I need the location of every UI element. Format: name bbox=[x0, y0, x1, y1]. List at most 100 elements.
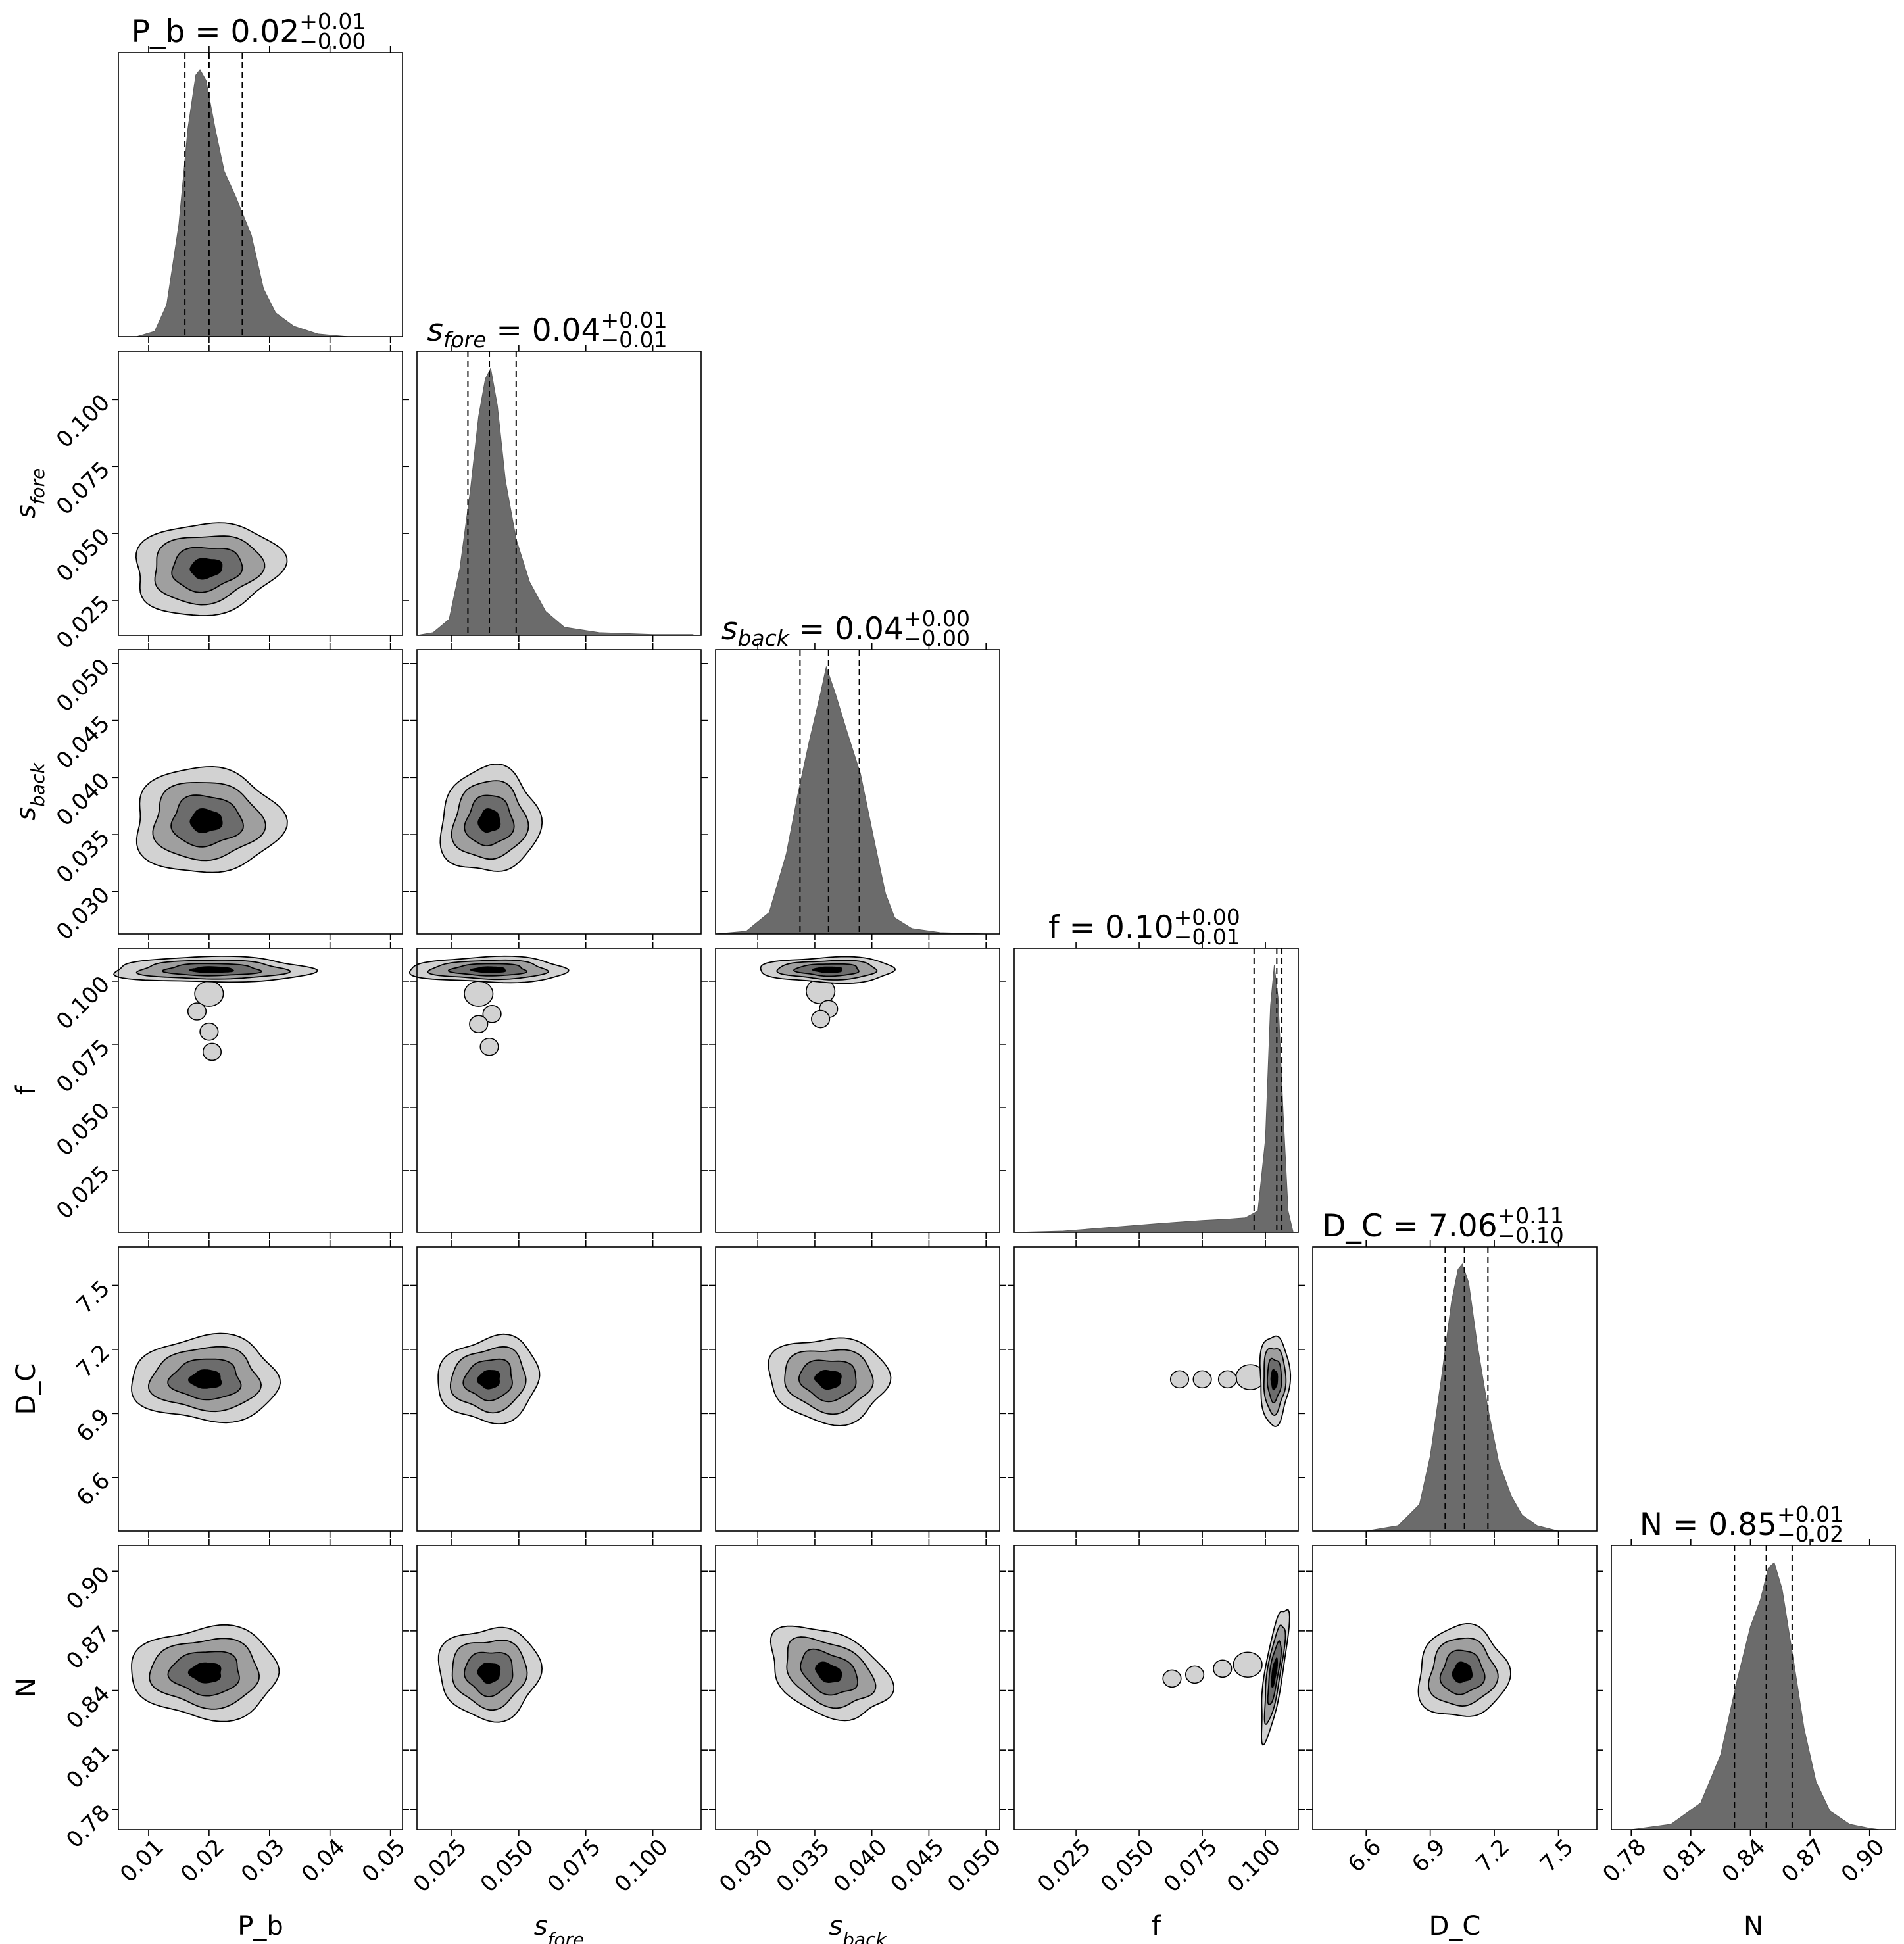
y-tick-label: 0.030 bbox=[51, 882, 115, 946]
y-tick-label: 6.6 bbox=[72, 1468, 116, 1512]
y-tick-label: 0.84 bbox=[61, 1680, 115, 1734]
y-tick-label: 0.87 bbox=[61, 1621, 115, 1675]
panel-frame-4-2 bbox=[715, 1246, 1000, 1532]
x-tick-label: 6.9 bbox=[1407, 1834, 1451, 1878]
contour-level-4 bbox=[477, 1663, 501, 1684]
x-tick-label: 0.040 bbox=[829, 1834, 892, 1898]
y-tick-label: 0.045 bbox=[51, 710, 115, 774]
contour-tail bbox=[1169, 1370, 1190, 1389]
panel-frame-2-1 bbox=[416, 649, 702, 935]
x-tick-label: 0.025 bbox=[1033, 1834, 1096, 1898]
hist-s_back bbox=[715, 666, 987, 935]
contour-level-4 bbox=[814, 1370, 842, 1390]
panel-frame-5-3 bbox=[1013, 1545, 1299, 1830]
x-tick-label: 0.05 bbox=[357, 1834, 411, 1888]
hist-P_b bbox=[136, 69, 349, 337]
y-tick-label: 0.075 bbox=[51, 1034, 115, 1098]
panel-frame-5-2 bbox=[715, 1545, 1000, 1830]
panel-frame-2-0 bbox=[118, 649, 403, 935]
x-tick-label: 0.050 bbox=[942, 1834, 1006, 1898]
y-axis-label-D_C: D_C bbox=[11, 1363, 41, 1415]
x-tick-label: 7.2 bbox=[1471, 1834, 1515, 1878]
x-tick-label: 0.03 bbox=[236, 1834, 290, 1888]
contour-level-4 bbox=[187, 1369, 222, 1389]
contour-tail bbox=[1184, 1665, 1205, 1684]
y-axis-label-N: N bbox=[11, 1678, 41, 1697]
contour-tail bbox=[202, 1042, 222, 1061]
panel-bg bbox=[1014, 1545, 1298, 1830]
contour-level-4 bbox=[187, 1662, 222, 1684]
panel-frame-3-3 bbox=[1013, 948, 1299, 1233]
contour-tail bbox=[479, 1037, 499, 1056]
contour-tail bbox=[464, 981, 494, 1007]
title-f: f = 0.10+0.00 −0.01 bbox=[1048, 904, 1240, 950]
panel-frame-4-4 bbox=[1312, 1246, 1598, 1532]
title-s_fore: sfore = 0.04+0.01 −0.01 bbox=[427, 307, 667, 352]
x-tick-label: 0.030 bbox=[714, 1834, 778, 1898]
panel-frame-5-4 bbox=[1312, 1545, 1598, 1830]
x-tick-label: 0.02 bbox=[176, 1834, 230, 1888]
panel-frame-2-2 bbox=[715, 649, 1000, 935]
x-tick-label: 0.075 bbox=[1159, 1834, 1223, 1898]
hist-f bbox=[1013, 965, 1294, 1233]
y-tick-label: 0.81 bbox=[61, 1740, 115, 1794]
title-N: N = 0.85+0.01 −0.02 bbox=[1640, 1501, 1843, 1547]
y-tick-label: 0.78 bbox=[61, 1800, 115, 1854]
panel-frame-3-2 bbox=[715, 948, 1000, 1233]
x-tick-label: 0.050 bbox=[476, 1834, 539, 1898]
contour-level-4 bbox=[815, 1661, 842, 1684]
panel-frame-5-0 bbox=[118, 1545, 403, 1830]
y-tick-label: 0.90 bbox=[61, 1561, 115, 1615]
y-tick-label: 0.025 bbox=[51, 1161, 115, 1225]
contour-tail bbox=[1233, 1651, 1263, 1678]
contour-level-4 bbox=[477, 808, 501, 833]
contour-level-4 bbox=[1270, 1369, 1279, 1391]
panel-frame-5-5 bbox=[1611, 1545, 1896, 1830]
x-tick-label: 0.04 bbox=[297, 1834, 351, 1888]
panel-frame-4-1 bbox=[416, 1246, 702, 1532]
contour-tail bbox=[1217, 1370, 1238, 1389]
x-tick-label: 6.6 bbox=[1343, 1834, 1387, 1878]
x-tick-label: 0.035 bbox=[771, 1834, 835, 1898]
x-tick-label: 0.81 bbox=[1657, 1834, 1711, 1888]
y-tick-label: 0.050 bbox=[51, 523, 115, 587]
panel-frame-5-1 bbox=[416, 1545, 702, 1830]
panel-frame-3-1 bbox=[416, 948, 702, 1233]
y-tick-label: 0.025 bbox=[51, 591, 115, 654]
contour-tail bbox=[199, 1022, 219, 1041]
y-tick-label: 0.075 bbox=[51, 456, 115, 520]
title-D_C: D_C = 7.06+0.11 −0.10 bbox=[1322, 1203, 1564, 1248]
y-tick-label: 0.050 bbox=[51, 1098, 115, 1161]
contour-tail bbox=[1192, 1370, 1212, 1389]
panel-frame-4-3 bbox=[1013, 1246, 1299, 1532]
x-tick-label: 0.84 bbox=[1717, 1834, 1771, 1888]
contour-level-4 bbox=[189, 966, 234, 973]
y-tick-label: 0.100 bbox=[51, 971, 115, 1035]
x-axis-label-D_C: D_C bbox=[1429, 1911, 1481, 1941]
panel-frame-4-0 bbox=[118, 1246, 403, 1532]
contour-level-4 bbox=[476, 1370, 500, 1390]
y-tick-label: 7.5 bbox=[72, 1275, 116, 1319]
contour-tail bbox=[811, 1009, 831, 1029]
contour-tail bbox=[1213, 1659, 1233, 1678]
y-tick-label: 0.040 bbox=[51, 767, 115, 831]
x-tick-label: 0.100 bbox=[1222, 1834, 1286, 1898]
y-tick-label: 0.050 bbox=[51, 654, 115, 717]
x-axis-label-s_back: sback bbox=[829, 1911, 887, 1944]
x-tick-label: 0.87 bbox=[1776, 1834, 1830, 1888]
contour-tail bbox=[482, 1005, 502, 1023]
x-tick-label: 7.5 bbox=[1535, 1834, 1579, 1878]
panel-bg bbox=[1014, 948, 1298, 1232]
panel-frame-1-1 bbox=[416, 351, 702, 636]
x-axis-label-f: f bbox=[1152, 1911, 1161, 1941]
x-tick-label: 0.050 bbox=[1096, 1834, 1159, 1898]
panel-bg bbox=[118, 948, 403, 1232]
hist-s_fore bbox=[416, 367, 694, 636]
hist-D_C bbox=[1366, 1263, 1559, 1532]
contour-level-4 bbox=[470, 966, 506, 973]
hist-N bbox=[1631, 1562, 1880, 1830]
x-tick-label: 0.025 bbox=[408, 1834, 472, 1898]
y-tick-label: 7.2 bbox=[72, 1340, 116, 1384]
contour-level-4 bbox=[1271, 1657, 1278, 1688]
contour-level-4 bbox=[1452, 1661, 1473, 1684]
